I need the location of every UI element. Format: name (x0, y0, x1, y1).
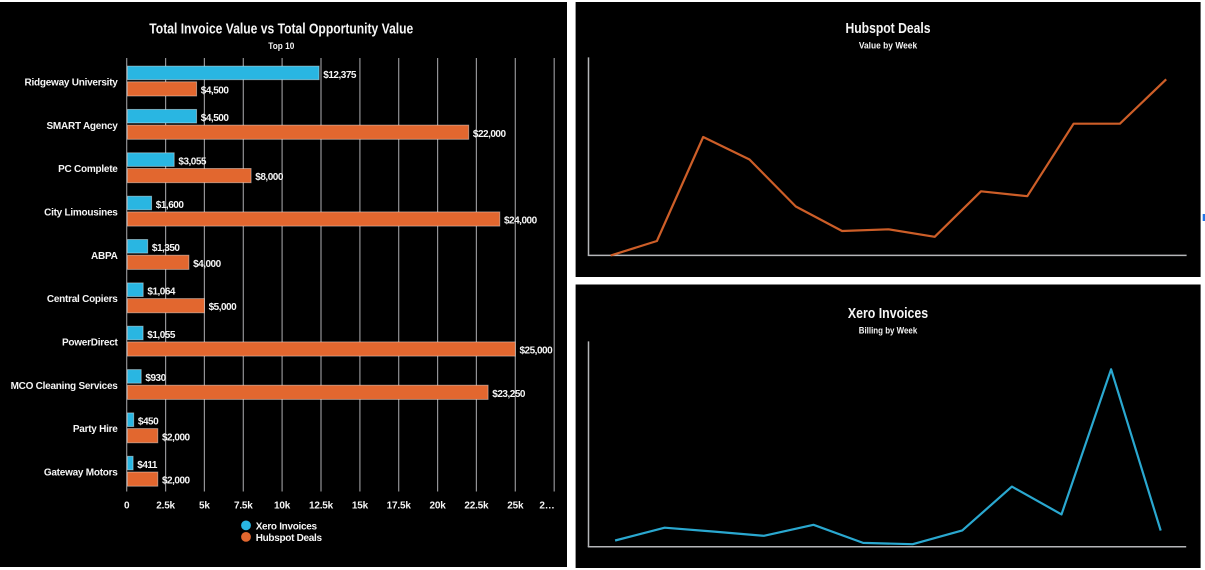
svg-text:$23,250: $23,250 (492, 389, 526, 400)
svg-text:12.5k: 12.5k (309, 500, 334, 511)
svg-text:Gateway Motors: Gateway Motors (44, 468, 118, 479)
svg-text:$5,000: $5,000 (209, 302, 238, 313)
svg-text:5k: 5k (199, 500, 210, 511)
svg-text:$22,000: $22,000 (473, 129, 507, 140)
svg-text:25k: 25k (507, 500, 524, 511)
svg-text:PC Complete: PC Complete (58, 164, 118, 175)
svg-text:10k: 10k (274, 500, 291, 511)
svg-text:$2,000: $2,000 (162, 432, 191, 443)
svg-text:$450: $450 (138, 417, 159, 428)
svg-text:15k: 15k (352, 500, 369, 511)
svg-text:2…: 2… (539, 500, 554, 511)
svg-text:MCO Cleaning Services: MCO Cleaning Services (11, 381, 119, 392)
svg-text:$4,500: $4,500 (201, 113, 230, 124)
svg-text:Xero Invoices: Xero Invoices (848, 305, 928, 322)
svg-text:$25,000: $25,000 (520, 346, 554, 357)
svg-text:0: 0 (124, 500, 130, 511)
svg-text:$2,000: $2,000 (162, 476, 191, 487)
svg-text:2.5k: 2.5k (156, 500, 175, 511)
svg-text:17.5k: 17.5k (387, 500, 412, 511)
svg-text:$24,000: $24,000 (504, 216, 538, 227)
svg-text:$3,055: $3,055 (178, 157, 207, 168)
svg-text:Billing by Week: Billing by Week (859, 326, 918, 336)
svg-text:7.5k: 7.5k (234, 500, 253, 511)
svg-text:Party Hire: Party Hire (73, 424, 118, 435)
svg-text:Central Copiers: Central Copiers (47, 294, 118, 305)
svg-text:$411: $411 (137, 460, 158, 471)
svg-text:$930: $930 (145, 373, 166, 384)
svg-text:Total Invoice Value vs Total O: Total Invoice Value vs Total Opportunity… (149, 21, 413, 38)
svg-text:$4,000: $4,000 (193, 259, 222, 270)
svg-text:PowerDirect: PowerDirect (62, 338, 119, 349)
svg-text:SMART Agency: SMART Agency (47, 121, 119, 132)
svg-text:$1,055: $1,055 (147, 330, 176, 341)
svg-text:$8,000: $8,000 (255, 172, 284, 183)
svg-text:Xero Invoices: Xero Invoices (256, 521, 318, 532)
svg-text:$1,600: $1,600 (156, 200, 185, 211)
svg-text:$1,350: $1,350 (152, 243, 181, 254)
svg-text:Hubspot Deals: Hubspot Deals (256, 533, 323, 544)
svg-text:20k: 20k (430, 500, 447, 511)
svg-text:$1,064: $1,064 (147, 287, 176, 298)
svg-text:$4,500: $4,500 (201, 86, 230, 97)
svg-text:$12,375: $12,375 (323, 70, 357, 81)
svg-text:ABPA: ABPA (91, 251, 118, 262)
svg-text:22.5k: 22.5k (464, 500, 489, 511)
svg-text:Hubspot Deals: Hubspot Deals (846, 20, 931, 37)
svg-text:Top 10: Top 10 (268, 41, 294, 51)
svg-text:Value by Week: Value by Week (859, 41, 918, 51)
svg-text:Ridgeway University: Ridgeway University (25, 77, 119, 88)
svg-text:City Limousines: City Limousines (44, 208, 118, 219)
